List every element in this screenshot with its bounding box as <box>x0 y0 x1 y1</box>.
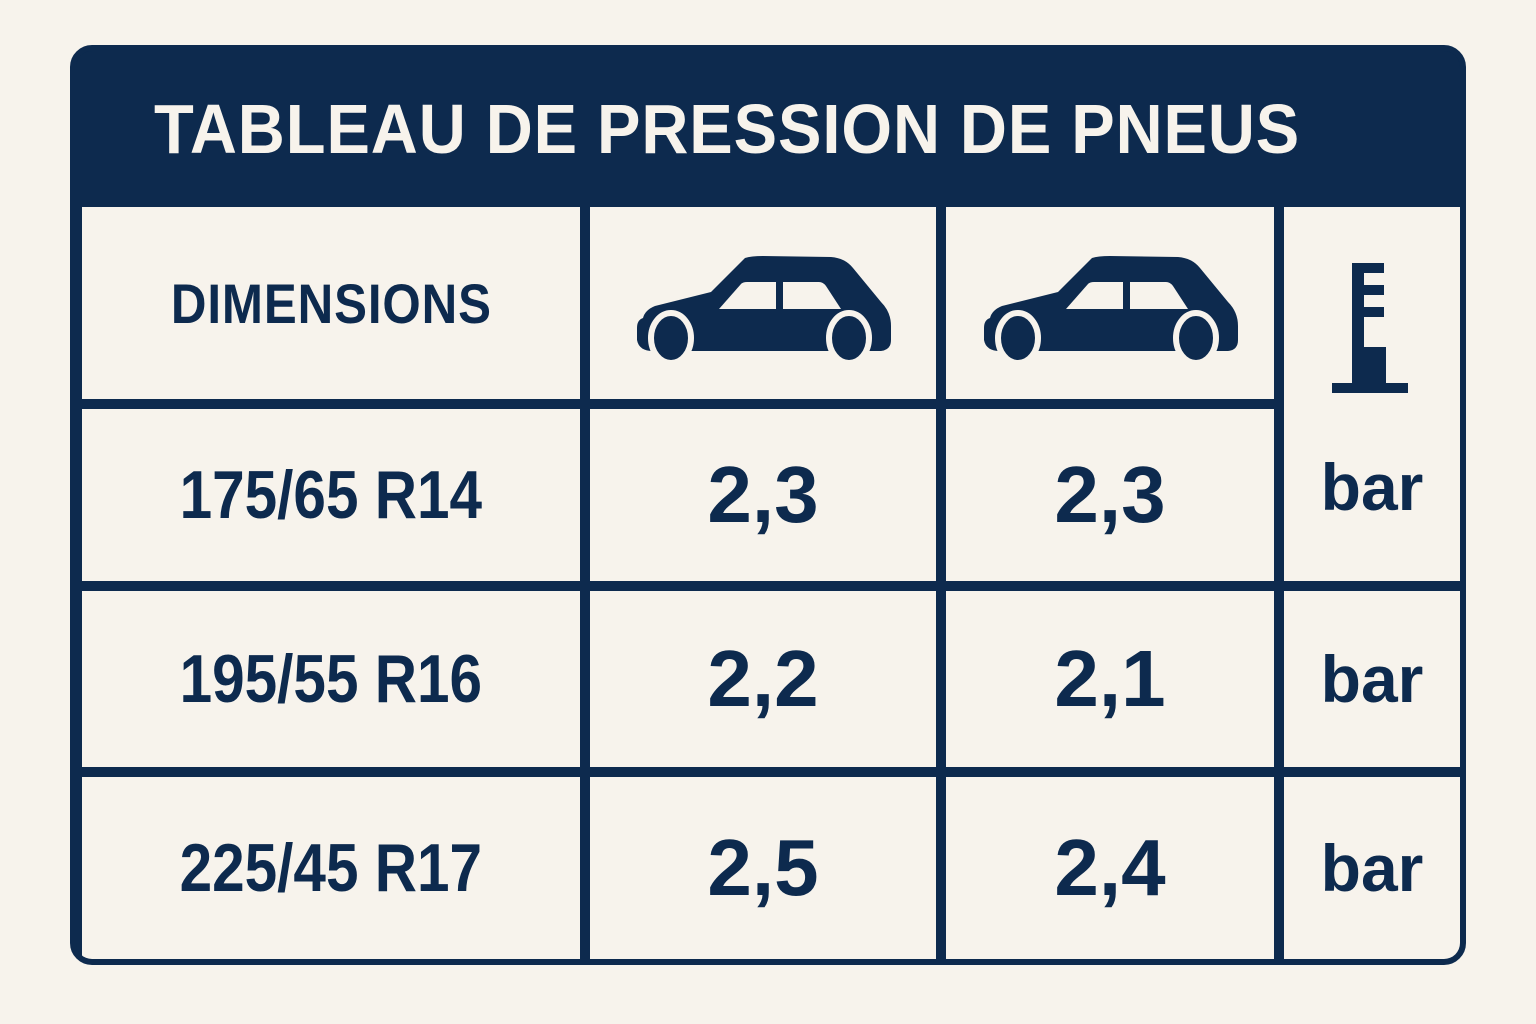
unit-header-cell: bar <box>1284 207 1460 581</box>
table-row-2-dimension: 195/55 R16 <box>82 591 580 767</box>
tire-dimension: 225/45 R17 <box>179 830 483 906</box>
unit-label: bar <box>1320 450 1424 524</box>
car-icon <box>980 238 1240 368</box>
pressure-value: 2,4 <box>1054 823 1166 912</box>
tire-dimension: 195/55 R16 <box>179 641 483 717</box>
pressure-value: 2,1 <box>1054 634 1166 723</box>
table-row-2-unit: bar <box>1284 591 1460 767</box>
unit-label: bar <box>1320 642 1424 716</box>
table-row-3-dimension: 225/45 R17 <box>82 777 580 959</box>
dimensions-header-cell: DIMENSIONS <box>82 207 580 399</box>
table-row-1-col2: 2,3 <box>946 409 1274 581</box>
page-title: TABLEAU DE PRESSION DE PNEUS <box>154 90 1301 168</box>
tire-pressure-table: TABLEAU DE PRESSION DE PNEUS DIMENSIONS <box>70 45 1466 965</box>
column-2-header-cell <box>946 207 1274 399</box>
table-row-3-col1: 2,5 <box>590 777 936 959</box>
table-header-bar: TABLEAU DE PRESSION DE PNEUS <box>76 51 1460 201</box>
column-1-header-cell <box>590 207 936 399</box>
table-row-3-unit: bar <box>1284 777 1460 959</box>
table-row-2-col2: 2,1 <box>946 591 1274 767</box>
tire-dimension: 175/65 R14 <box>179 457 483 533</box>
table-row-2-col1: 2,2 <box>590 591 936 767</box>
pressure-value: 2,3 <box>1054 450 1166 539</box>
pressure-gauge-icon <box>1332 263 1412 399</box>
table-row-3-col2: 2,4 <box>946 777 1274 959</box>
car-icon <box>633 238 893 368</box>
table-row-1-dimension: 175/65 R14 <box>82 409 580 581</box>
pressure-value: 2,3 <box>707 450 819 539</box>
table-row-1-col1: 2,3 <box>590 409 936 581</box>
unit-label: bar <box>1320 831 1424 905</box>
pressure-value: 2,2 <box>707 634 819 723</box>
pressure-value: 2,5 <box>707 823 819 912</box>
dimensions-header-label: DIMENSIONS <box>170 271 492 335</box>
